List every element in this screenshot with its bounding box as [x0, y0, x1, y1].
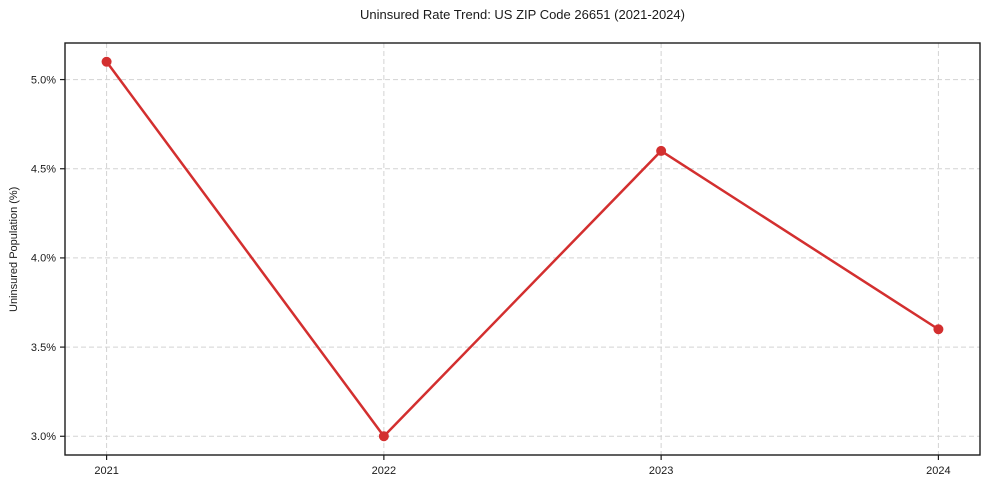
- x-tick-label: 2023: [649, 465, 673, 477]
- data-point-2023: [656, 145, 667, 156]
- x-tick-label: 2024: [926, 465, 950, 477]
- y-tick-label: 3.0%: [31, 431, 56, 443]
- y-tick-label: 5.0%: [31, 74, 56, 86]
- y-tick-label: 3.5%: [31, 342, 56, 354]
- data-point-2024: [933, 324, 944, 335]
- x-tick-label: 2022: [372, 465, 396, 477]
- y-tick-label: 4.5%: [31, 164, 56, 176]
- y-axis-label: Uninsured Population (%): [8, 186, 20, 312]
- data-point-2022: [378, 431, 389, 442]
- x-tick-label: 2021: [94, 465, 118, 477]
- trend-line: [105, 60, 940, 438]
- data-point-2021: [101, 56, 112, 67]
- y-tick-label: 4.0%: [31, 253, 56, 265]
- chart-title: Uninsured Rate Trend: US ZIP Code 26651 …: [360, 7, 685, 22]
- plot-frame: [64, 42, 981, 456]
